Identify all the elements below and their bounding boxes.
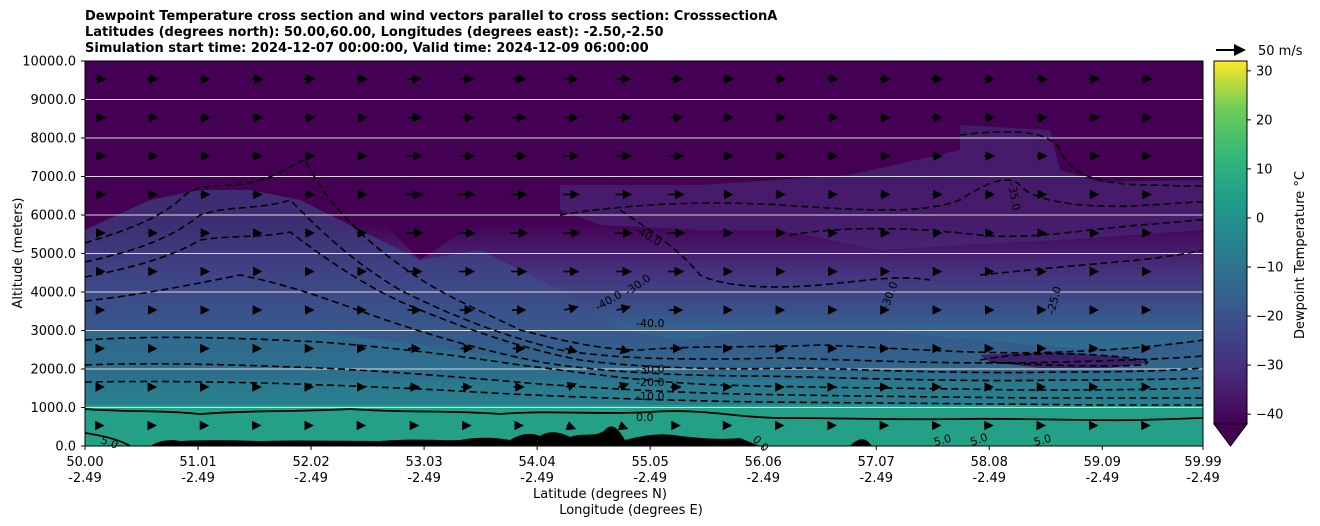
y-tick-label: 1000.0 xyxy=(31,401,77,416)
x-tick-label-lon: -2.49 xyxy=(68,471,102,486)
x-tick-label-lat: 59.09 xyxy=(1084,455,1121,470)
x-tick-label-lon: -2.49 xyxy=(181,471,215,486)
contour-line xyxy=(85,432,131,446)
terrain xyxy=(85,426,1203,446)
contour-line xyxy=(979,249,1203,276)
colorbar: 30 20 10 0 −10 −20 −30 −40 Dewpoint Temperature… xyxy=(1213,60,1308,447)
colorbar-tick-label: −20 xyxy=(1256,310,1283,325)
colorbar-ticks: 30 20 10 0 −10 −20 −30 −40 xyxy=(1247,64,1283,423)
wind-arrow xyxy=(617,421,629,431)
colorbar-gradient xyxy=(1213,60,1248,425)
x-tick-label-lat: 59.99 xyxy=(1184,455,1221,470)
y-tick-label: 4000.0 xyxy=(31,286,77,301)
contour-line xyxy=(619,209,931,288)
contour-line xyxy=(85,274,1203,382)
quiver-key: 50 m/s xyxy=(1216,44,1303,59)
wind-arrow xyxy=(564,344,578,355)
boundary-layer xyxy=(85,405,1203,446)
chart-title-line-2: Latitudes (degrees north): 50.00,60.00, … xyxy=(85,25,664,40)
x-tick-label-lat: 53.03 xyxy=(405,455,442,470)
x-axis-label-lat: Latitude (degrees N) xyxy=(533,487,667,502)
colorbar-tick-label: 0 xyxy=(1256,211,1264,226)
contour-line xyxy=(85,231,1203,374)
contour-label: -10.0 xyxy=(636,390,664,403)
contour-label: 5.0 xyxy=(1032,432,1052,449)
y-tick-label: 8000.0 xyxy=(31,132,77,147)
contour-label: -40.0 xyxy=(636,317,664,330)
x-tick-label-lat: 51.01 xyxy=(179,455,216,470)
contour-label: -20.0 xyxy=(636,376,664,389)
x-tick-label-lat: 54.04 xyxy=(519,455,556,470)
x-tick-label-lat: 55.05 xyxy=(632,455,669,470)
contour-label: 0.0 xyxy=(636,411,654,424)
zero-contour xyxy=(85,408,1203,446)
y-tick-label: 2000.0 xyxy=(31,363,77,378)
contour-label: 5.0 xyxy=(932,432,952,449)
x-tick-label-lon: -2.49 xyxy=(746,471,780,486)
chart-title-line-3: Simulation start time: 2024-12-07 00:00:… xyxy=(85,41,649,56)
x-tick-label-lon: -2.49 xyxy=(972,471,1006,486)
y-tick-label: 6000.0 xyxy=(31,209,77,224)
contour-line xyxy=(85,408,1203,422)
contour-lines xyxy=(85,130,1203,406)
y-tick-label: 3000.0 xyxy=(31,324,77,339)
colorbar-tick-label: −40 xyxy=(1256,408,1283,423)
y-tick-label: 10000.0 xyxy=(22,55,76,70)
x-tick-label-lon: -2.49 xyxy=(859,471,893,486)
contour-line xyxy=(85,336,1203,391)
plot-area xyxy=(85,61,1203,446)
y-axis-label: Altitude (meters) xyxy=(11,198,26,309)
contour-line xyxy=(789,219,1203,238)
y-axis: 0.0 1000.0 2000.0 3000.0 4000.0 5000.0 6000.0 7… xyxy=(22,55,85,455)
colorbar-tick-label: −30 xyxy=(1256,359,1283,374)
contour-label: -35.0 xyxy=(1005,181,1023,211)
wind-arrow xyxy=(616,304,632,314)
contour-line xyxy=(85,159,1203,354)
colorbar-tick-label: −10 xyxy=(1256,261,1283,276)
y-tick-label: 0.0 xyxy=(55,440,76,455)
x-tick-label-lon: -2.49 xyxy=(520,471,554,486)
contour-line xyxy=(559,179,1203,216)
colorbar-tick-label: 30 xyxy=(1256,64,1273,79)
x-tick-label-lon: -2.49 xyxy=(1186,471,1220,486)
y-tick-label: 9000.0 xyxy=(31,93,77,108)
contour-label: 5.0 xyxy=(99,434,120,452)
wind-arrow xyxy=(564,304,579,314)
x-tick-label-lon: -2.49 xyxy=(407,471,441,486)
x-tick-label-lon: -2.49 xyxy=(1085,471,1119,486)
x-tick-label-lat: 57.07 xyxy=(858,455,895,470)
x-tick-label-lat: 50.00 xyxy=(66,455,103,470)
x-tick-label-lat: 52.02 xyxy=(292,455,329,470)
y-tick-label: 7000.0 xyxy=(31,170,77,185)
dry-upper-region xyxy=(85,61,1203,260)
colorbar-extend-min xyxy=(1213,423,1248,447)
y-tick-label: 5000.0 xyxy=(31,247,77,262)
chart-title-line-1: Dewpoint Temperature cross section and w… xyxy=(85,9,778,24)
contour-line xyxy=(979,352,1149,367)
wind-arrow xyxy=(565,421,577,431)
x-tick-label-lon: -2.49 xyxy=(633,471,667,486)
x-tick-label-lat: 56.06 xyxy=(745,455,782,470)
contour-label: -30.0 xyxy=(636,363,664,376)
colorbar-label: Dewpoint Temperature °C xyxy=(1293,171,1308,339)
x-tick-label-lon: -2.49 xyxy=(294,471,328,486)
wind-arrow xyxy=(617,381,630,391)
contour-line xyxy=(85,380,1203,406)
colorbar-tick-label: 20 xyxy=(1256,113,1273,128)
x-tick-label-lat: 58.08 xyxy=(971,455,1008,470)
quiver-key-label: 50 m/s xyxy=(1258,44,1303,59)
contour-line xyxy=(959,130,1203,187)
colorbar-tick-label: 10 xyxy=(1256,162,1273,177)
x-axis-label-lon: Longitude (degrees E) xyxy=(559,503,703,518)
x-axis: 50.00-2.4951.01-2.4952.02-2.4953.03-2.49… xyxy=(66,446,1222,486)
contour-label: 5.0 xyxy=(969,431,990,449)
